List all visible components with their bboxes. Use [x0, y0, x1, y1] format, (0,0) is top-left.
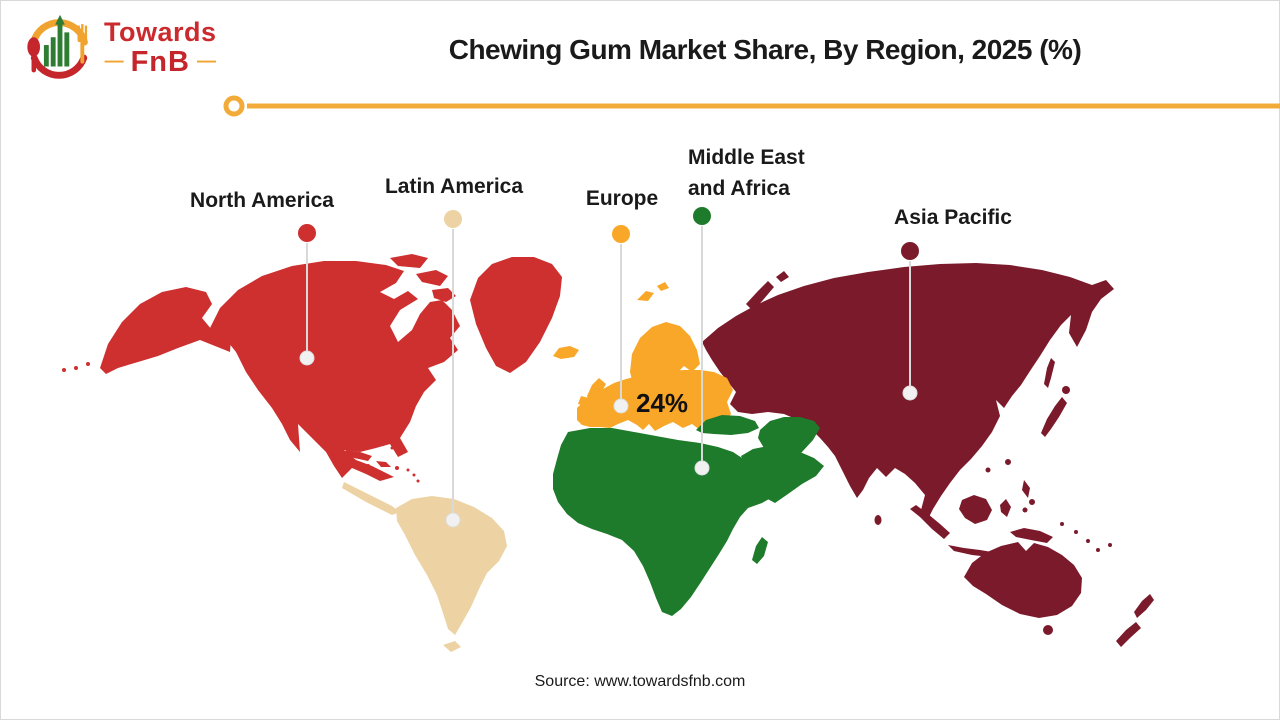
- cuba: [344, 450, 372, 461]
- brand-dash-left: —: [104, 51, 124, 72]
- novaya-zemlya: [746, 281, 774, 311]
- latin-america-dot: [444, 210, 462, 228]
- turkey: [696, 415, 759, 435]
- map-region-latin-america: [342, 482, 507, 652]
- sulawesi: [1000, 499, 1011, 517]
- map-region-europe: [553, 282, 733, 431]
- europe-mainland: [577, 370, 733, 431]
- sri-lanka: [874, 515, 882, 525]
- map-region-north-america: [62, 254, 562, 483]
- growth-bars-icon: [43, 14, 70, 67]
- brand-dash-right: —: [196, 51, 216, 72]
- iceland: [553, 346, 579, 359]
- south-america: [396, 496, 507, 635]
- japan: [1041, 397, 1067, 437]
- greenland: [470, 257, 562, 373]
- central-america: [342, 482, 400, 515]
- tierra-del-fuego: [443, 641, 461, 652]
- new-guinea: [1010, 528, 1053, 543]
- madagascar: [752, 537, 768, 564]
- hispaniola: [376, 461, 391, 467]
- borneo: [959, 495, 992, 524]
- europe-value-label: 24%: [636, 388, 689, 418]
- label-middle-east-africa-line1: Middle East: [688, 146, 805, 169]
- towardsfnb-logo-text: Towards — FnB —: [104, 17, 217, 77]
- spoon-icon: [27, 37, 41, 73]
- map-region-middle-east-africa: [553, 415, 824, 616]
- europe-dot: [612, 225, 630, 243]
- source-text: Source: www.towardsfnb.com: [534, 673, 746, 690]
- new-zealand-south: [1116, 622, 1141, 647]
- alaska: [100, 287, 232, 374]
- new-zealand-north: [1134, 594, 1154, 618]
- africa: [553, 428, 790, 616]
- philippines: [1022, 480, 1030, 498]
- sakhalin: [1044, 358, 1055, 388]
- arctic-islands: [340, 262, 380, 276]
- label-europe: Europe: [585, 187, 659, 210]
- brand-name-towards: Towards: [104, 17, 217, 47]
- accent-divider: [223, 95, 1280, 117]
- logo-arc-red: [30, 54, 88, 79]
- middle-east-africa-dot: [693, 207, 711, 225]
- towardsfnb-logo-icon: [27, 14, 88, 79]
- north-america-dot: [298, 224, 316, 242]
- label-north-america: North America: [190, 189, 334, 212]
- label-middle-east-africa-line2: and Africa: [688, 177, 790, 200]
- java: [948, 545, 992, 557]
- label-asia-pacific: Asia Pacific: [894, 206, 1012, 229]
- brand-name-fnb: FnB: [130, 46, 190, 78]
- svalbard: [637, 291, 654, 301]
- tasmania: [1043, 625, 1053, 635]
- divider-ring-icon: [223, 95, 245, 117]
- towardsfnb-logo: Towards — FnB —: [22, 8, 217, 86]
- north-america-mainland: [208, 261, 460, 481]
- asia-pacific-dot: [901, 242, 919, 260]
- label-latin-america: Latin America: [384, 175, 524, 198]
- leader-top-dots: [298, 207, 919, 260]
- sumatra: [910, 505, 950, 539]
- page-title: Chewing Gum Market Share, By Region, 202…: [448, 34, 1082, 65]
- label-middle-east-africa: Middle East and Africa: [688, 142, 805, 204]
- fork-icon: [77, 24, 88, 64]
- leader-end-dots: [299, 350, 918, 528]
- australia: [964, 542, 1082, 618]
- leader-lines: [306, 226, 911, 519]
